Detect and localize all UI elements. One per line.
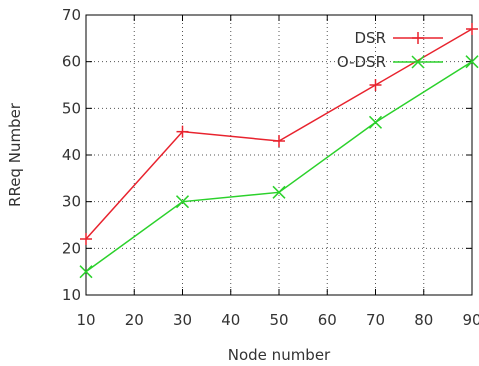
y-axis-title: RReq Number (6, 102, 24, 207)
data-point-dsr (80, 233, 92, 245)
marker-stroke (465, 55, 479, 69)
y-tick-label: 50 (62, 99, 81, 117)
y-tick-label: 20 (62, 239, 81, 257)
data-point-o-dsr (272, 185, 286, 199)
x-tick-label: 90 (462, 311, 479, 329)
data-point-dsr (369, 79, 382, 91)
x-tick-label: 40 (221, 311, 240, 329)
data-point-o-dsr (175, 195, 190, 209)
series-layer (79, 23, 479, 279)
legend-label-dsr: DSR (355, 29, 387, 47)
grid (86, 15, 472, 295)
marker-stroke (175, 195, 190, 209)
x-tick-label: 50 (269, 311, 288, 329)
y-tick-label: 10 (62, 286, 81, 304)
data-point-dsr (273, 135, 285, 147)
x-tick-label: 20 (125, 311, 144, 329)
marker-stroke (272, 185, 286, 199)
x-tick-label: 80 (414, 311, 433, 329)
x-tick-label: 60 (318, 311, 337, 329)
marker-stroke (368, 115, 383, 129)
x-tick-label: 10 (76, 311, 95, 329)
x-tick-label: 30 (173, 311, 192, 329)
data-point-o-dsr (79, 265, 93, 279)
ticks: 10 20 30 40 50 60 70 10 20 30 40 50 60 70 80 90 (62, 6, 479, 329)
legend-marker-o-dsr (411, 55, 425, 69)
marker-stroke (411, 55, 425, 69)
data-point-dsr (176, 125, 189, 138)
marker-stroke (79, 265, 93, 279)
legend-label-o-dsr: O-DSR (337, 53, 386, 71)
series-line-o-dsr (85, 61, 473, 273)
data-point-o-dsr (465, 55, 479, 69)
y-tick-label: 40 (62, 146, 81, 164)
y-tick-label: 60 (62, 53, 81, 71)
data-point-dsr (466, 23, 478, 35)
data-point-o-dsr (368, 115, 383, 129)
y-tick-label: 30 (62, 193, 81, 211)
y-tick-label: 70 (62, 6, 81, 24)
legend-marker-dsr (412, 32, 424, 44)
x-axis-title: Node number (228, 346, 331, 364)
x-tick-label: 70 (366, 311, 385, 329)
legend: DSR O-DSR (337, 29, 443, 71)
